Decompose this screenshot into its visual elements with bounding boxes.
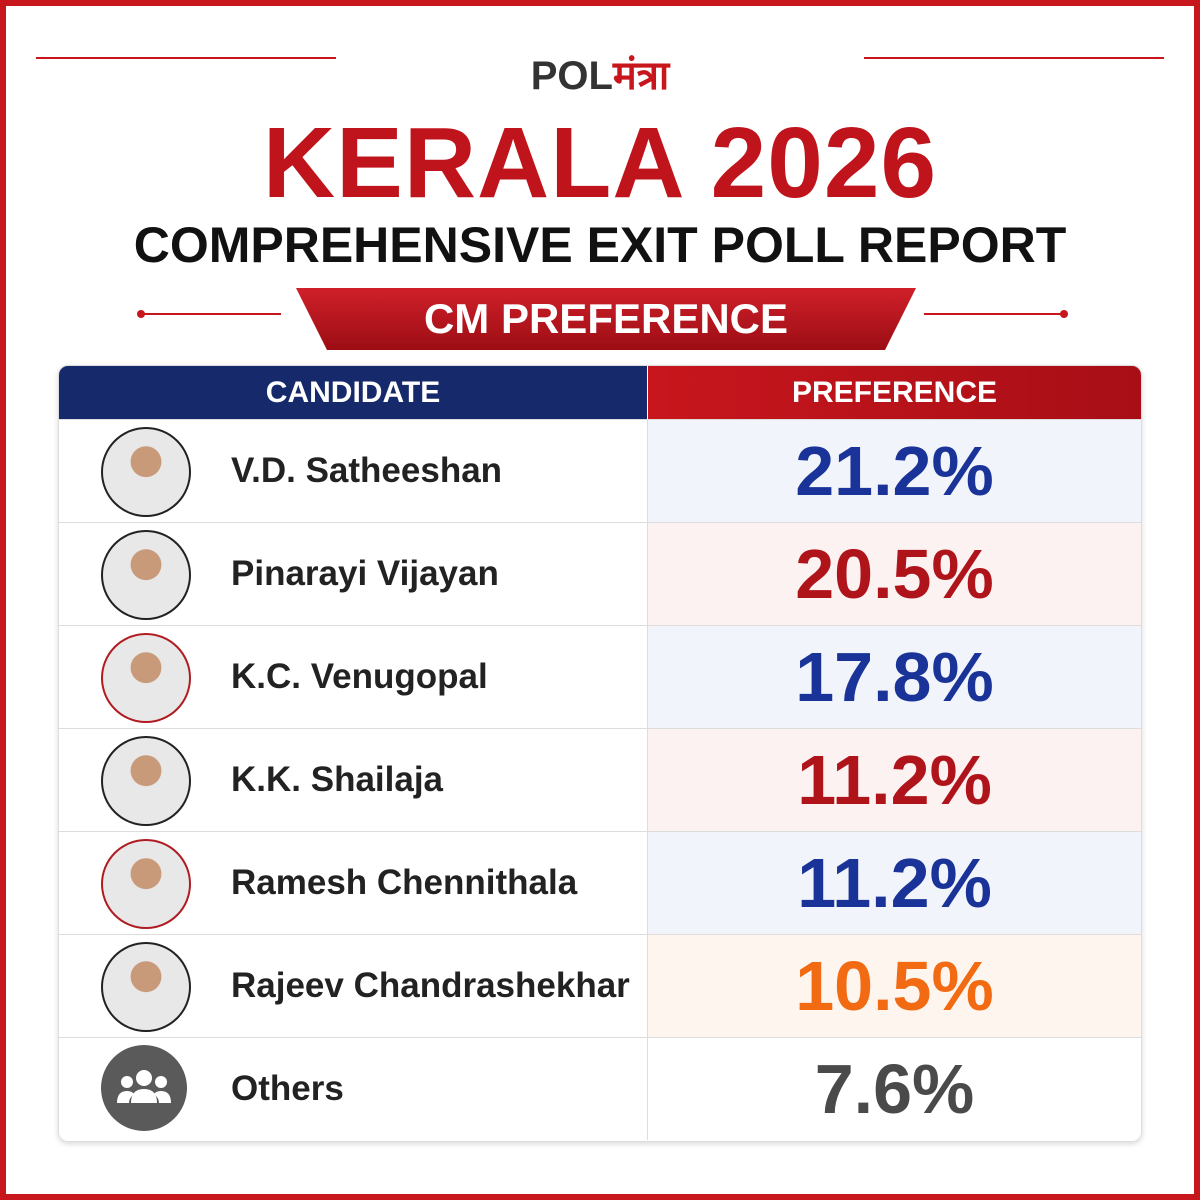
preference-value: 11.2% [648,832,1141,934]
group-glyph [117,1070,171,1103]
preference-value: 7.6% [648,1038,1141,1140]
candidate-name: Pinarayi Vijayan [231,554,499,593]
candidate-cell: Rajeev Chandrashekhar [59,935,648,1037]
rule [141,313,281,315]
table: CANDIDATE PREFERENCE V.D. Satheeshan 21.2… [58,365,1142,1142]
table-row: K.K. Shailaja 11.2% [59,728,1141,831]
candidate-name: K.K. Shailaja [231,760,444,799]
logo: POLमंत्रा [6,46,1194,101]
avatar [101,942,191,1032]
candidate-cell: V.D. Satheeshan [59,420,648,522]
section-banner: CM PREFERENCE [296,288,916,350]
table-row: Rajeev Chandrashekhar 10.5% [59,934,1141,1037]
avatar [101,839,191,929]
avatar [101,633,191,723]
preference-value: 21.2% [648,420,1141,522]
preference-value: 17.8% [648,626,1141,728]
table-row: Pinarayi Vijayan 20.5% [59,522,1141,625]
table-row: Ramesh Chennithala 11.2% [59,831,1141,934]
rule [864,57,1164,59]
preference-value: 11.2% [648,729,1141,831]
candidate-cell: Others [59,1038,648,1140]
candidate-name: Ramesh Chennithala [231,863,578,902]
dot [137,310,145,318]
preference-value: 20.5% [648,523,1141,625]
subtitle: COMPREHENSIVE EXIT POLL REPORT [133,217,1067,273]
candidate-cell: Ramesh Chennithala [59,832,648,934]
rule [924,313,1064,315]
avatar [101,530,191,620]
candidate-cell: K.C. Venugopal [59,626,648,728]
group-icon [101,1045,187,1131]
logo-latin: POL [530,54,613,98]
table-row: K.C. Venugopal 17.8% [59,625,1141,728]
avatar [101,427,191,517]
candidate-name: V.D. Satheeshan [231,451,503,490]
candidate-cell: K.K. Shailaja [59,729,648,831]
logo-devanagari: मंत्रा [612,54,670,98]
column-header: PREFERENCE [648,366,1141,419]
table-row: V.D. Satheeshan 21.2% [59,419,1141,522]
column-header: CANDIDATE [59,366,647,419]
candidate-name: Rajeev Chandrashekhar [231,966,630,1005]
dot [1060,310,1068,318]
candidate-cell: Pinarayi Vijayan [59,523,648,625]
candidate-name: K.C. Venugopal [231,657,488,696]
rule [36,57,336,59]
preference-value: 10.5% [648,935,1141,1037]
avatar [101,736,191,826]
title: KERALA 2026 [262,107,938,219]
table-row: Others 7.6% [59,1037,1141,1140]
candidate-name: Others [231,1069,344,1108]
